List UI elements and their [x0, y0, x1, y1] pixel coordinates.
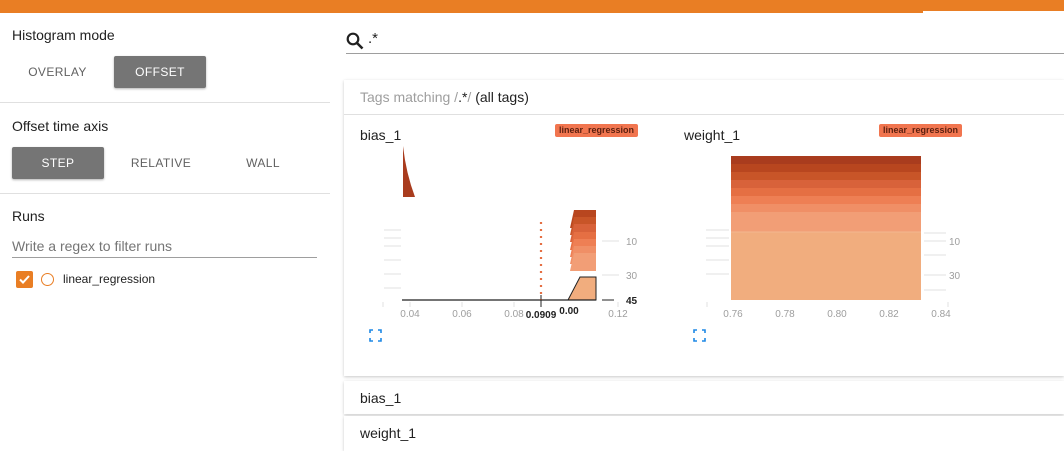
section-divider [0, 193, 330, 194]
run-tag-bias: linear_regression [555, 124, 639, 137]
search-icon [346, 32, 364, 50]
x-tick-label: 0.82 [879, 309, 899, 320]
hover-x-label: 0.0909 [526, 310, 557, 321]
run-filter-input[interactable] [12, 235, 317, 258]
offset-button[interactable]: OFFSET [114, 56, 206, 88]
category-card-weight[interactable]: weight_1 [344, 416, 1064, 451]
run-color-circle[interactable] [41, 272, 54, 286]
histogram-chart-bias[interactable]: 0.04 0.06 0.08 0.12 10 30 45 0.0909 0.00 [344, 80, 664, 340]
x-tick-label: 0.12 [608, 309, 628, 320]
check-icon [19, 274, 30, 284]
y-tick-label: 30 [626, 271, 638, 282]
tag-search-input[interactable] [368, 30, 1048, 47]
step-button[interactable]: STEP [12, 147, 104, 179]
histogram-slice [567, 276, 597, 301]
wall-button[interactable]: WALL [246, 156, 280, 170]
run-tag-weight: linear_regression [879, 124, 963, 137]
active-tab-indicator [923, 11, 1064, 13]
card-divider [344, 114, 1064, 115]
x-tick-label: 0.08 [504, 309, 524, 320]
x-tick-label: 0.76 [723, 309, 743, 320]
hover-value-label: 0.00 [559, 306, 579, 317]
runs-title: Runs [12, 208, 45, 224]
section-divider [0, 102, 330, 103]
histogram-stack [731, 156, 921, 300]
chart-title-weight: weight_1 [684, 127, 741, 143]
tags-matching-header: Tags matching /.*/ (all tags) [360, 89, 529, 105]
run-item[interactable]: linear_regression [16, 269, 155, 289]
histogram-slice [570, 253, 596, 271]
x-tick-label: 0.84 [931, 309, 951, 320]
tags-prefix: Tags matching / [360, 89, 459, 105]
fullscreen-icon[interactable] [693, 329, 706, 342]
histogram-chart-weight[interactable]: 0.76 0.78 0.80 0.82 0.84 10 30 [684, 80, 1014, 340]
y-tick-label-hover: 45 [626, 296, 638, 307]
relative-button[interactable]: RELATIVE [130, 156, 192, 170]
chart-title-bias: bias_1 [360, 127, 402, 143]
histogram-slice [731, 233, 921, 300]
y-tick-label: 10 [949, 237, 961, 248]
x-tick-label: 0.78 [775, 309, 795, 320]
run-label: linear_regression [63, 272, 156, 286]
histogram-stack [567, 210, 597, 301]
x-tick-label: 0.04 [400, 309, 420, 320]
y-tick-label: 10 [626, 237, 638, 248]
y-tick-label: 30 [949, 271, 961, 282]
tags-suffix: / [467, 89, 472, 105]
offset-time-axis-title: Offset time axis [12, 118, 109, 134]
tags-card: Tags matching /.*/ (all tags) bias_1 lin… [344, 80, 1064, 376]
top-app-bar [0, 0, 1064, 13]
sidebar: Histogram mode OVERLAY OFFSET Offset tim… [0, 13, 330, 451]
run-checkbox[interactable] [16, 270, 33, 288]
category-card-bias[interactable]: bias_1 [344, 381, 1064, 414]
tags-all: (all tags) [475, 89, 529, 105]
fullscreen-icon[interactable] [369, 329, 382, 342]
tags-pattern: .* [458, 89, 468, 105]
tag-search-bar [346, 26, 1064, 54]
histogram-mode-title: Histogram mode [12, 27, 115, 43]
category-title-weight: weight_1 [360, 425, 417, 441]
x-tick-label: 0.80 [827, 309, 847, 320]
category-title-bias: bias_1 [360, 390, 402, 406]
histogram-slice [403, 146, 415, 197]
overlay-button[interactable]: OVERLAY [28, 65, 87, 79]
x-tick-label: 0.06 [452, 309, 472, 320]
